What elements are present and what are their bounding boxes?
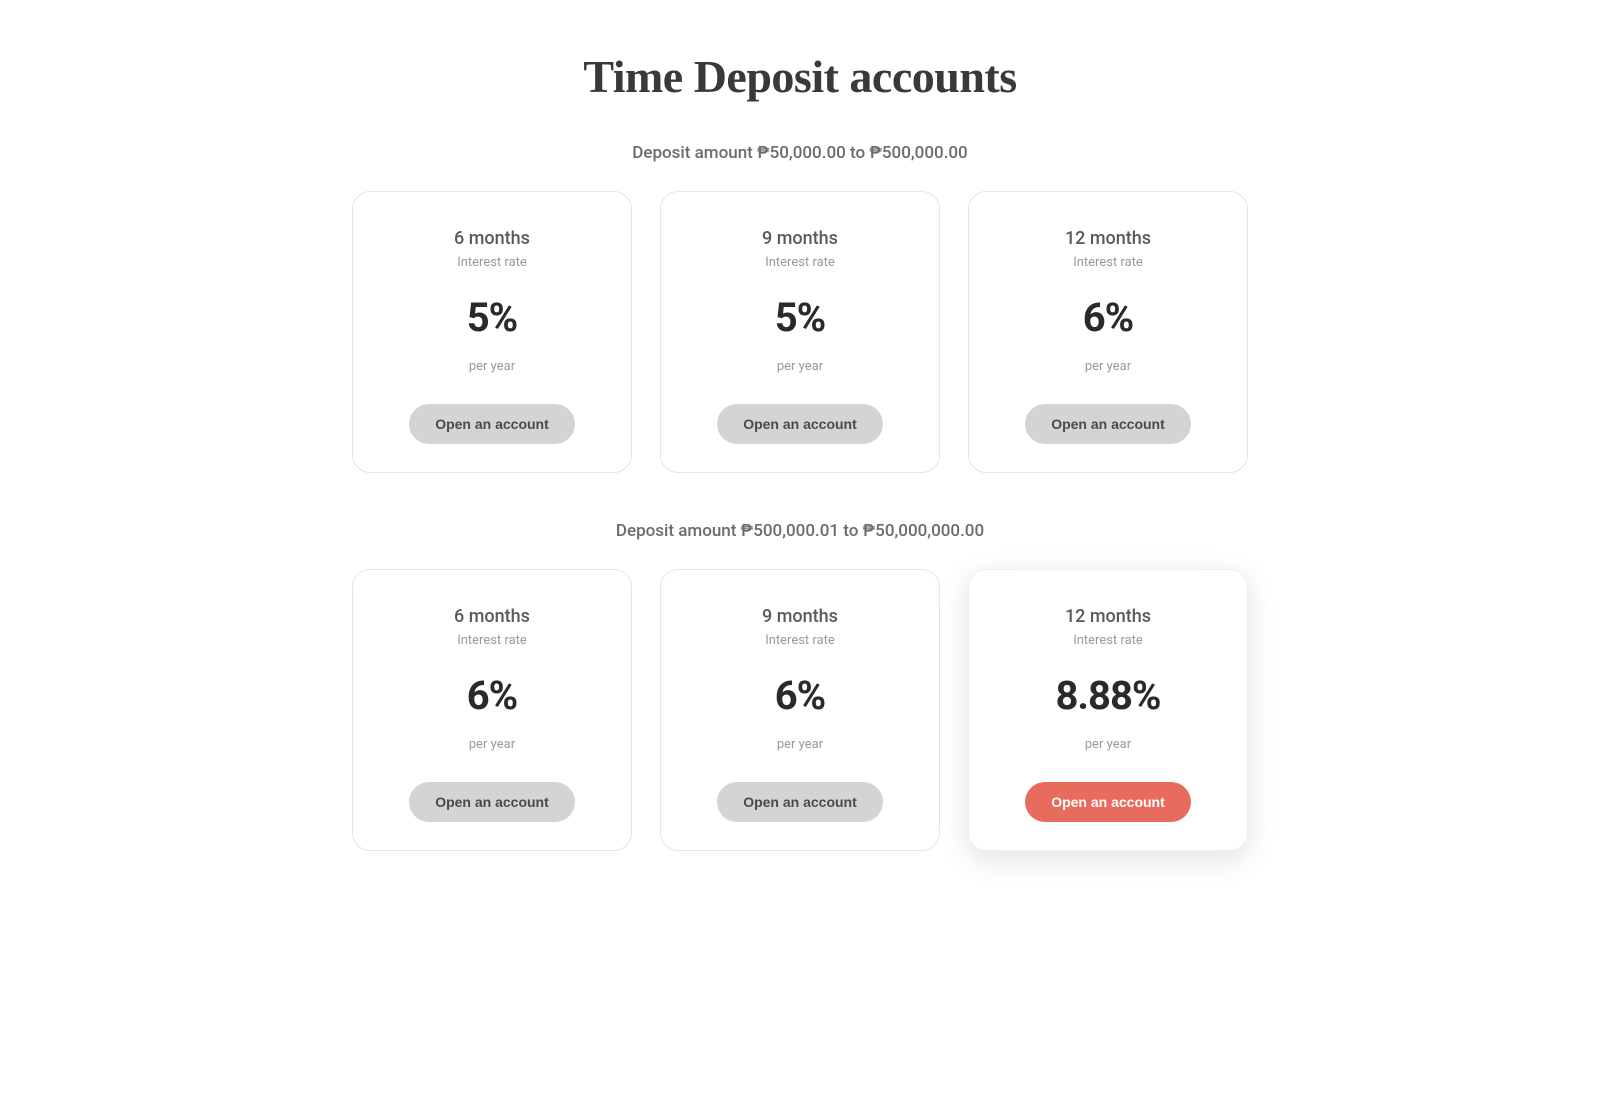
open-account-button[interactable]: Open an account (1025, 404, 1191, 444)
interest-rate-label: Interest rate (993, 633, 1223, 648)
plan-term: 12 months (993, 228, 1223, 249)
tier-1: Deposit amount ₱50,000.00 to ₱500,000.00… (250, 143, 1350, 473)
interest-rate-label: Interest rate (993, 255, 1223, 270)
tier-1-cards: 6 months Interest rate 5% per year Open … (250, 191, 1350, 473)
open-account-button[interactable]: Open an account (409, 404, 575, 444)
tier-1-label: Deposit amount ₱50,000.00 to ₱500,000.00 (250, 143, 1350, 163)
plan-term: 6 months (377, 606, 607, 627)
plan-rate: 5% (377, 294, 607, 341)
plan-rate: 8.88% (993, 672, 1223, 719)
open-account-button[interactable]: Open an account (717, 404, 883, 444)
per-year-label: per year (685, 737, 915, 752)
open-account-button[interactable]: Open an account (717, 782, 883, 822)
open-account-button[interactable]: Open an account (1025, 782, 1191, 822)
plan-card-tier2-6mo: 6 months Interest rate 6% per year Open … (352, 569, 632, 851)
interest-rate-label: Interest rate (685, 255, 915, 270)
page-title: Time Deposit accounts (250, 50, 1350, 103)
pricing-container: Time Deposit accounts Deposit amount ₱50… (250, 50, 1350, 851)
tier-2-cards: 6 months Interest rate 6% per year Open … (250, 569, 1350, 851)
tier-2: Deposit amount ₱500,000.01 to ₱50,000,00… (250, 521, 1350, 851)
interest-rate-label: Interest rate (377, 255, 607, 270)
plan-term: 9 months (685, 228, 915, 249)
per-year-label: per year (377, 359, 607, 374)
per-year-label: per year (685, 359, 915, 374)
open-account-button[interactable]: Open an account (409, 782, 575, 822)
tier-2-label: Deposit amount ₱500,000.01 to ₱50,000,00… (250, 521, 1350, 541)
plan-card-tier1-6mo: 6 months Interest rate 5% per year Open … (352, 191, 632, 473)
plan-card-tier1-12mo: 12 months Interest rate 6% per year Open… (968, 191, 1248, 473)
plan-card-tier2-12mo: 12 months Interest rate 8.88% per year O… (968, 569, 1248, 851)
per-year-label: per year (993, 737, 1223, 752)
plan-rate: 5% (685, 294, 915, 341)
plan-term: 12 months (993, 606, 1223, 627)
plan-term: 6 months (377, 228, 607, 249)
plan-card-tier2-9mo: 9 months Interest rate 6% per year Open … (660, 569, 940, 851)
per-year-label: per year (993, 359, 1223, 374)
plan-rate: 6% (377, 672, 607, 719)
interest-rate-label: Interest rate (377, 633, 607, 648)
per-year-label: per year (377, 737, 607, 752)
plan-rate: 6% (993, 294, 1223, 341)
plan-card-tier1-9mo: 9 months Interest rate 5% per year Open … (660, 191, 940, 473)
interest-rate-label: Interest rate (685, 633, 915, 648)
plan-term: 9 months (685, 606, 915, 627)
plan-rate: 6% (685, 672, 915, 719)
